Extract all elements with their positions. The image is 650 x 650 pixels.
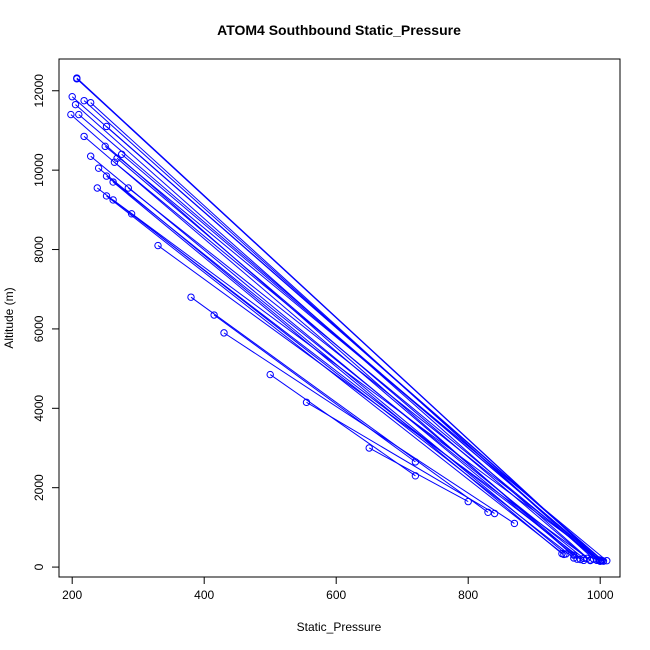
data-point — [110, 158, 119, 166]
data-point — [102, 172, 111, 180]
x-tick-label: 1000 — [587, 588, 614, 602]
data-point — [560, 550, 568, 559]
series-line-segment — [306, 401, 495, 514]
data-point — [80, 96, 88, 105]
series-1 — [73, 74, 604, 565]
data-point — [93, 184, 101, 192]
series-line-segment — [106, 195, 565, 555]
series-line-segment — [269, 374, 416, 477]
data-point — [464, 497, 472, 506]
series-23 — [154, 241, 594, 564]
y-axis: 0 2000 4000 6000 8000 10000 12000 — [32, 74, 60, 570]
data-point — [86, 152, 95, 160]
data-point — [586, 556, 594, 564]
x-axis: 200 400 600 800 1000 — [62, 576, 614, 602]
series-layer — [67, 74, 611, 565]
data-point — [411, 458, 420, 466]
data-point — [570, 554, 578, 562]
data-point — [118, 150, 126, 158]
series-line-segment — [121, 153, 601, 561]
x-tick-label: 800 — [458, 588, 478, 602]
y-tick-label: 12000 — [32, 74, 46, 108]
data-point — [266, 370, 274, 379]
y-tick-label: 6000 — [32, 315, 46, 342]
data-point — [109, 178, 117, 186]
data-point — [75, 110, 83, 119]
series-line-segment — [190, 296, 489, 513]
series-line-segment — [114, 161, 598, 561]
series-27 — [302, 398, 499, 518]
data-point — [302, 398, 311, 407]
series-17 — [109, 178, 566, 558]
series-line-segment — [75, 104, 591, 561]
series-11 — [118, 150, 604, 565]
data-point — [124, 184, 133, 192]
data-point — [210, 311, 218, 319]
series-line-segment — [106, 175, 585, 559]
series-line-segment — [127, 187, 601, 562]
series-28 — [365, 444, 472, 506]
x-tick-label: 600 — [326, 588, 346, 602]
series-line-segment — [112, 181, 563, 554]
series-18 — [124, 184, 604, 565]
y-tick-label: 8000 — [32, 236, 46, 263]
series-22 — [127, 210, 578, 562]
data-point — [109, 196, 117, 204]
y-tick-label: 10000 — [32, 153, 46, 187]
y-axis-label: Altitude (m) — [2, 287, 16, 348]
data-point — [187, 293, 195, 301]
y-tick-label: 4000 — [32, 395, 46, 422]
data-point — [86, 98, 95, 107]
chart-title: ATOM4 Southbound Static_Pressure — [217, 22, 461, 38]
series-line-segment — [90, 155, 575, 556]
data-point — [127, 210, 136, 218]
series-line-segment — [213, 314, 416, 463]
data-point — [67, 110, 75, 119]
data-point — [102, 122, 111, 131]
data-point — [71, 100, 80, 109]
series-line-segment — [157, 245, 591, 561]
y-tick-label: 0 — [32, 563, 46, 570]
data-point — [68, 93, 76, 101]
data-point — [597, 557, 606, 565]
data-point — [220, 329, 228, 337]
series-24 — [187, 293, 492, 516]
series-line-segment — [131, 213, 575, 559]
series-line-segment — [106, 126, 604, 562]
series-16 — [102, 172, 588, 563]
series-20 — [102, 192, 568, 559]
data-point — [101, 142, 109, 151]
x-tick-label: 200 — [62, 588, 82, 602]
data-point — [510, 519, 519, 528]
data-point — [490, 509, 499, 518]
y-tick-label: 2000 — [32, 474, 46, 501]
data-point — [80, 132, 88, 141]
data-point — [94, 164, 103, 172]
series-21 — [109, 196, 606, 565]
data-point — [365, 444, 373, 452]
plot-frame — [58, 58, 621, 578]
series-29 — [210, 311, 420, 466]
series-line-segment — [112, 199, 602, 562]
data-point — [102, 192, 111, 200]
data-point — [73, 74, 81, 82]
x-tick-label: 400 — [194, 588, 214, 602]
series-line-segment — [76, 77, 601, 562]
series-line-segment — [368, 447, 469, 503]
x-axis-label: Static_Pressure — [297, 620, 382, 634]
data-point — [154, 241, 162, 250]
